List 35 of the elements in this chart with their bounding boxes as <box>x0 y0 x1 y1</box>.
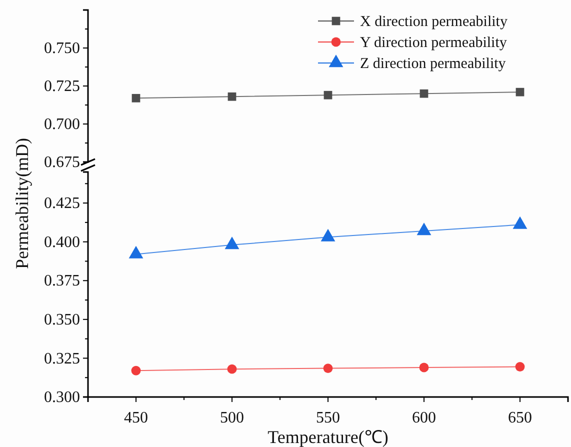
legend-label: Z direction permeability <box>360 56 506 72</box>
point <box>420 89 428 98</box>
y-tick-label: 0.750 <box>44 40 80 58</box>
x-tick-label: 600 <box>412 410 436 427</box>
y-tick-label: 0.675 <box>44 154 80 172</box>
point <box>128 246 144 258</box>
point <box>224 236 240 250</box>
y-tick-label: 0.725 <box>44 78 80 96</box>
x-tick-label: 550 <box>316 410 340 427</box>
point <box>227 364 237 374</box>
point <box>515 362 525 372</box>
y-axis-title: Permeability(mD) <box>12 138 32 269</box>
y-tick-label: 0.400 <box>44 234 80 251</box>
x-tick-label: 500 <box>220 410 244 427</box>
point <box>132 94 140 102</box>
legend-label: Y direction permeability <box>360 35 508 51</box>
y-tick-label: 0.300 <box>44 389 80 406</box>
point <box>419 362 429 372</box>
point <box>131 366 141 376</box>
point <box>323 364 333 374</box>
point <box>324 90 332 100</box>
y-tick-label: 0.375 <box>44 272 80 290</box>
y-tick-label: 0.350 <box>44 312 80 329</box>
y-tick-label: 0.425 <box>44 195 80 212</box>
point <box>320 228 336 242</box>
point <box>512 216 528 229</box>
point <box>516 88 524 96</box>
y-tick-label: 0.700 <box>44 116 80 134</box>
y-tick-label: 0.325 <box>44 350 80 368</box>
x-tick-label: 450 <box>124 410 148 427</box>
legend-label: X direction permeability <box>360 14 508 30</box>
point <box>416 222 432 236</box>
x-tick-label: 650 <box>508 410 532 427</box>
x-axis-title: Temperature(℃) <box>268 427 388 447</box>
point <box>228 92 236 101</box>
